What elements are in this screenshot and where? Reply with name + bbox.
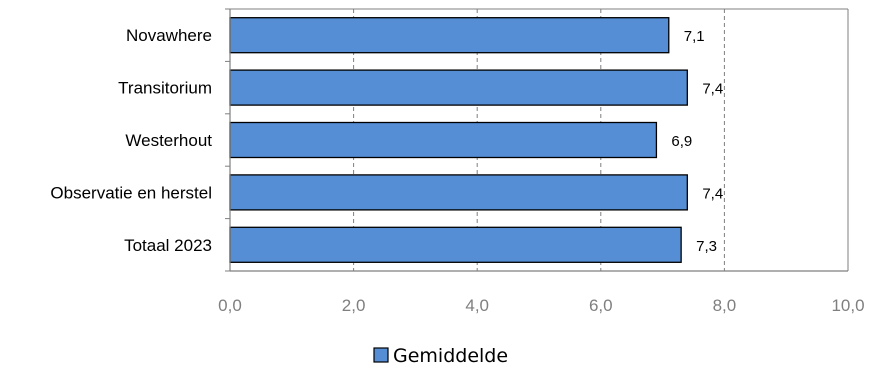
- data-label: 6,9: [671, 133, 692, 150]
- bar: [229, 17, 670, 54]
- category-label: Westerhout: [125, 131, 212, 150]
- category-label: Observatie en herstel: [50, 183, 212, 202]
- data-label: 7,4: [702, 185, 723, 202]
- axis-layer: [225, 8, 849, 272]
- x-tick-label: 10,0: [831, 296, 864, 315]
- legend-swatch: [373, 347, 389, 363]
- x-tick-label: 2,0: [342, 296, 366, 315]
- x-tick-label: 4,0: [465, 296, 489, 315]
- data-label: 7,4: [702, 81, 723, 98]
- x-tick-label: 8,0: [713, 296, 737, 315]
- bar: [229, 69, 688, 106]
- legend: Gemiddelde: [373, 345, 508, 367]
- bar: [229, 226, 682, 263]
- x-tick-label: 6,0: [589, 296, 613, 315]
- bar: [229, 174, 688, 211]
- bar: [229, 121, 658, 159]
- data-label: 7,1: [684, 28, 705, 45]
- legend-label: Gemiddelde: [393, 345, 508, 367]
- x-tick-label: 0,0: [218, 296, 242, 315]
- category-label: Totaal 2023: [124, 236, 212, 255]
- label-layer: 0,0 2,0 4,0 6,0 8,0 10,0 Novawhere 7,1 Transitor…: [50, 26, 864, 315]
- bar-layer: [229, 17, 688, 263]
- category-label: Transitorium: [118, 79, 212, 98]
- data-label: 7,3: [696, 238, 717, 255]
- category-label: Novawhere: [126, 26, 212, 45]
